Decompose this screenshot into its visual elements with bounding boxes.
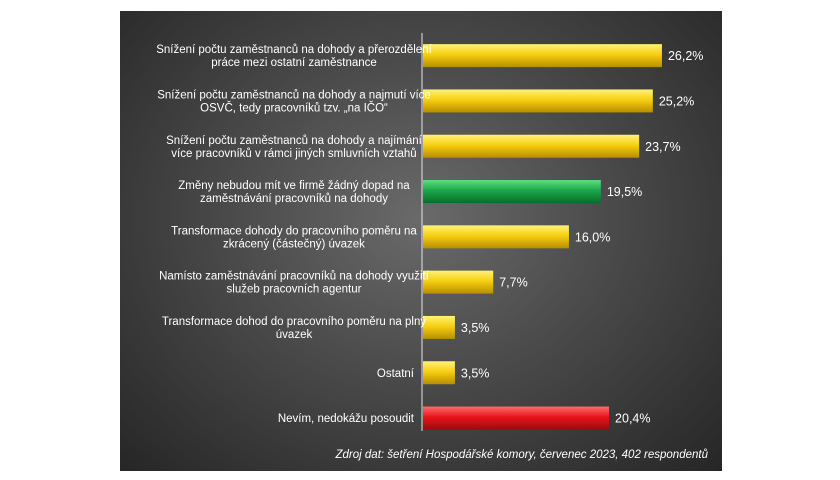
bar-6 (423, 270, 494, 294)
category-label-7: Transformace dohod do pracovního poměru … (162, 316, 426, 341)
bar-9 (423, 406, 610, 430)
category-label-5: Transformace dohody do pracovního poměru… (171, 225, 417, 250)
bar-8 (423, 361, 455, 385)
bar-1 (423, 44, 662, 68)
category-label-2: Snížení počtu zaměstnanců na dohody a na… (157, 89, 431, 114)
bar-3 (423, 134, 640, 158)
value-label-3: 23,7% (645, 140, 680, 154)
category-label-4: Změny nebudou mít ve firmě žádný dopad n… (178, 180, 410, 205)
category-label-1: Snížení počtu zaměstnanců na dohody a př… (156, 44, 432, 69)
chart-panel: 26,2% Snížení počtu zaměstnanců na dohody… (120, 11, 722, 471)
bar-chart: 26,2% Snížení počtu zaměstnanců na dohody… (156, 33, 709, 461)
bar-4 (423, 180, 601, 204)
value-label-9: 20,4% (615, 412, 650, 426)
bar-7 (423, 315, 455, 339)
value-label-7: 3,5% (461, 321, 490, 335)
value-label-5: 16,0% (575, 230, 610, 244)
value-label-1: 26,2% (668, 49, 703, 63)
value-label-8: 3,5% (461, 366, 490, 380)
bar-2 (423, 89, 653, 113)
category-label-3: Snížení počtu zaměstnanců na dohody a na… (166, 135, 423, 160)
value-label-2: 25,2% (659, 94, 694, 108)
value-label-4: 19,5% (607, 185, 642, 199)
category-label-6: Namísto zaměstnávání pracovníků na dohod… (159, 271, 430, 296)
source-note: Zdroj dat: šetření Hospodářské komory, č… (335, 449, 709, 461)
bar-5 (423, 225, 569, 249)
category-label-9: Nevím, nedokážu posoudit (278, 413, 415, 425)
value-label-6: 7,7% (499, 276, 528, 290)
category-label-8: Ostatní (377, 368, 415, 380)
